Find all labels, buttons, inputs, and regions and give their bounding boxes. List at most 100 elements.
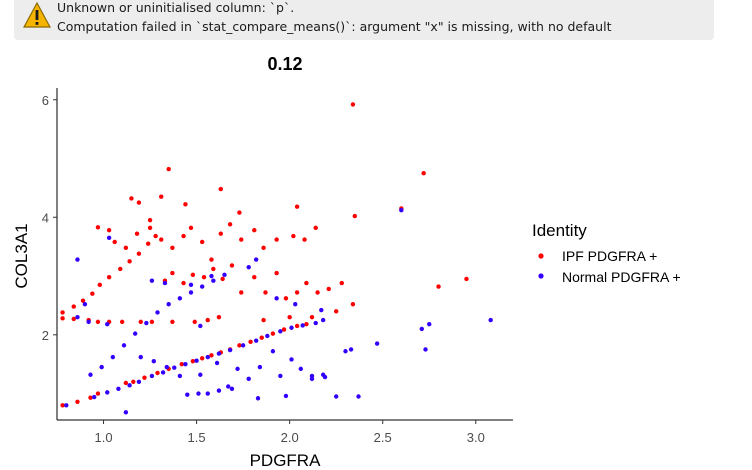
data-point-normal: [105, 390, 110, 395]
data-point-ipf: [127, 259, 132, 264]
warning-triangle-icon: [23, 2, 51, 28]
data-point-ipf: [60, 403, 65, 408]
data-point-normal: [88, 372, 93, 377]
legend-title: Identity: [532, 221, 587, 240]
data-point-normal: [255, 396, 261, 401]
data-point-normal: [246, 376, 251, 382]
data-point-ipf: [464, 276, 469, 282]
data-point-ipf: [218, 186, 223, 192]
data-point-ipf: [188, 225, 194, 231]
data-point-ipf: [248, 339, 253, 345]
data-point-ipf: [274, 237, 279, 242]
data-point-ipf: [71, 316, 76, 322]
data-point-normal: [399, 208, 404, 213]
data-point-ipf: [237, 210, 242, 215]
data-point-ipf: [192, 319, 197, 325]
data-point-normal: [144, 320, 149, 326]
data-point-normal: [75, 257, 80, 262]
data-point-normal: [278, 373, 283, 379]
data-point-ipf: [95, 319, 101, 325]
y-tick-label: 2: [42, 328, 49, 343]
data-point-ipf: [106, 275, 112, 280]
data-point-normal: [188, 282, 194, 288]
x-tick-label: 2.5: [374, 430, 392, 445]
data-point-normal: [151, 359, 156, 364]
data-point-ipf: [190, 272, 196, 278]
data-point-ipf: [281, 327, 287, 332]
data-point-ipf: [436, 284, 441, 289]
data-point-normal: [214, 360, 220, 366]
data-point-ipf: [95, 391, 101, 396]
data-point-ipf: [136, 251, 142, 256]
data-point-normal: [343, 349, 348, 354]
data-point-ipf: [287, 314, 292, 320]
data-point-normal: [222, 272, 227, 278]
data-point-normal: [293, 302, 298, 307]
x-axis-title: PDGFRA: [250, 451, 322, 470]
points-layer: [60, 102, 493, 415]
data-point-ipf: [75, 399, 80, 404]
data-point-normal: [194, 358, 199, 363]
data-point-ipf: [304, 322, 309, 327]
warning-message-line-1: Unknown or uninitialised column: `p`.: [57, 0, 295, 15]
y-axis-title: COL3A1: [12, 223, 31, 288]
data-point-ipf: [313, 225, 318, 231]
data-point-ipf: [326, 286, 331, 292]
data-point-normal: [419, 326, 424, 332]
data-point-normal: [319, 307, 324, 313]
data-point-ipf: [136, 200, 142, 205]
data-point-normal: [289, 357, 294, 362]
data-point-normal: [149, 373, 155, 379]
data-point-normal: [116, 386, 121, 392]
data-point-ipf: [304, 280, 309, 286]
data-point-ipf: [205, 317, 210, 323]
data-point-normal: [374, 341, 380, 346]
data-point-ipf: [123, 380, 129, 386]
data-point-normal: [205, 354, 210, 360]
data-point-ipf: [270, 331, 276, 336]
data-point-ipf: [201, 275, 207, 280]
legend-key-ipf: [538, 253, 544, 259]
data-point-normal: [185, 392, 190, 397]
data-point-normal: [172, 365, 177, 370]
data-point-normal: [106, 235, 112, 241]
data-point-normal: [123, 410, 129, 415]
data-point-ipf: [274, 270, 279, 276]
data-point-ipf: [209, 353, 214, 358]
data-point-ipf: [421, 171, 426, 176]
legend-label-ipf: IPF PDGFRA +: [562, 248, 657, 264]
data-point-ipf: [294, 323, 300, 329]
data-point-ipf: [142, 375, 147, 380]
data-point-ipf: [339, 280, 344, 286]
data-point-ipf: [211, 266, 216, 272]
data-point-normal: [253, 257, 259, 262]
data-point-normal: [105, 322, 110, 327]
data-point-ipf: [294, 290, 300, 295]
data-point-normal: [75, 314, 80, 320]
data-point-normal: [300, 323, 305, 328]
data-point-normal: [322, 374, 328, 380]
data-point-normal: [356, 394, 361, 399]
data-point-normal: [216, 351, 222, 356]
data-point-normal: [274, 296, 279, 301]
data-point-ipf: [112, 239, 117, 245]
data-point-normal: [298, 366, 304, 372]
warning-message-line-2: Computation failed in `stat_compare_mean…: [57, 19, 612, 34]
data-point-normal: [127, 383, 132, 388]
data-point-ipf: [134, 231, 140, 236]
data-point-normal: [82, 302, 88, 307]
data-point-ipf: [261, 245, 266, 251]
data-point-ipf: [237, 343, 242, 348]
data-point-ipf: [315, 290, 320, 295]
data-point-normal: [177, 296, 183, 301]
data-point-normal: [289, 325, 294, 330]
data-point-ipf: [183, 202, 188, 207]
data-point-ipf: [216, 314, 222, 320]
data-point-ipf: [95, 225, 101, 230]
data-point-ipf: [302, 237, 307, 242]
data-point-ipf: [119, 319, 125, 325]
data-point-ipf: [138, 319, 143, 325]
data-point-ipf: [146, 241, 151, 246]
data-point-ipf: [71, 304, 76, 309]
data-point-normal: [270, 349, 276, 354]
